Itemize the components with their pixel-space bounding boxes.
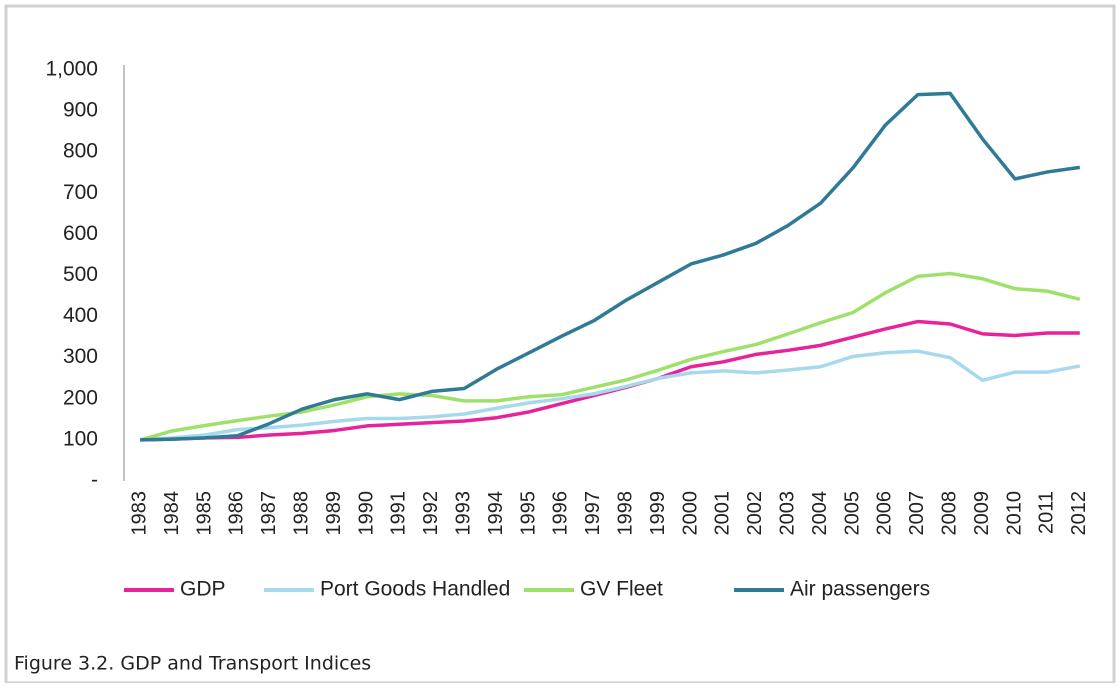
x-tick-label: 2006 (874, 491, 896, 536)
x-tick-label: 2005 (841, 491, 863, 536)
x-tick-label: 1984 (161, 491, 183, 536)
frame (4, 4, 1116, 685)
x-tick-label: 2012 (1068, 491, 1090, 536)
x-tick-label: 1986 (226, 491, 248, 536)
y-tick-label: 200 (63, 386, 98, 409)
x-tick-label: 2010 (1003, 491, 1025, 536)
legend-label: GV Fleet (580, 578, 663, 601)
x-tick-label: 1987 (258, 491, 280, 536)
legend-label: GDP (180, 578, 226, 601)
x-tick-label: 1997 (582, 491, 604, 536)
y-tick-label: - (91, 469, 98, 492)
y-tick-label: 900 (63, 99, 98, 122)
x-tick-label: 1998 (614, 491, 636, 536)
x-tick-label: 1994 (485, 491, 507, 536)
legend-label: Air passengers (790, 578, 930, 601)
y-tick-label: 500 (63, 263, 98, 286)
y-tick-label: 100 (63, 427, 98, 450)
x-tick-label: 1990 (355, 491, 377, 536)
x-tick-label: 1999 (647, 491, 669, 536)
x-tick-label: 1993 (452, 491, 474, 536)
x-tick-label: 2001 (712, 491, 734, 536)
x-tick-label: 1989 (323, 491, 345, 536)
x-tick-label: 2007 (906, 491, 928, 536)
y-tick-label: 600 (63, 222, 98, 245)
x-tick-label: 2000 (679, 491, 701, 536)
y-tick-label: 1,000 (45, 58, 98, 81)
y-tick-label: 400 (63, 304, 98, 327)
x-tick-label: 2003 (776, 491, 798, 536)
x-tick-label: 1995 (517, 491, 539, 536)
series-line (140, 349, 1081, 442)
x-tick-label: 1991 (388, 491, 410, 536)
legend-label: Port Goods Handled (320, 578, 510, 601)
x-tick-label: 2011 (1036, 491, 1058, 534)
x-tick-label: 2002 (744, 491, 766, 536)
x-tick-label: 1983 (128, 491, 150, 536)
y-tick-label: 300 (63, 345, 98, 368)
x-tick-label: 2009 (971, 491, 993, 536)
x-tick-label: 2004 (809, 491, 831, 536)
x-tick-label: 1996 (550, 491, 572, 536)
y-tick-label: 700 (63, 181, 98, 204)
caption: Figure 3.2. GDP and Transport Indices (14, 653, 371, 675)
x-tick-label: 1988 (290, 491, 312, 536)
series-line (140, 91, 1081, 442)
x-tick-label: 2008 (938, 491, 960, 536)
x-tick-label: 1985 (193, 491, 215, 536)
x-tick-label: 1992 (420, 491, 442, 536)
y-tick-label: 800 (63, 140, 98, 163)
